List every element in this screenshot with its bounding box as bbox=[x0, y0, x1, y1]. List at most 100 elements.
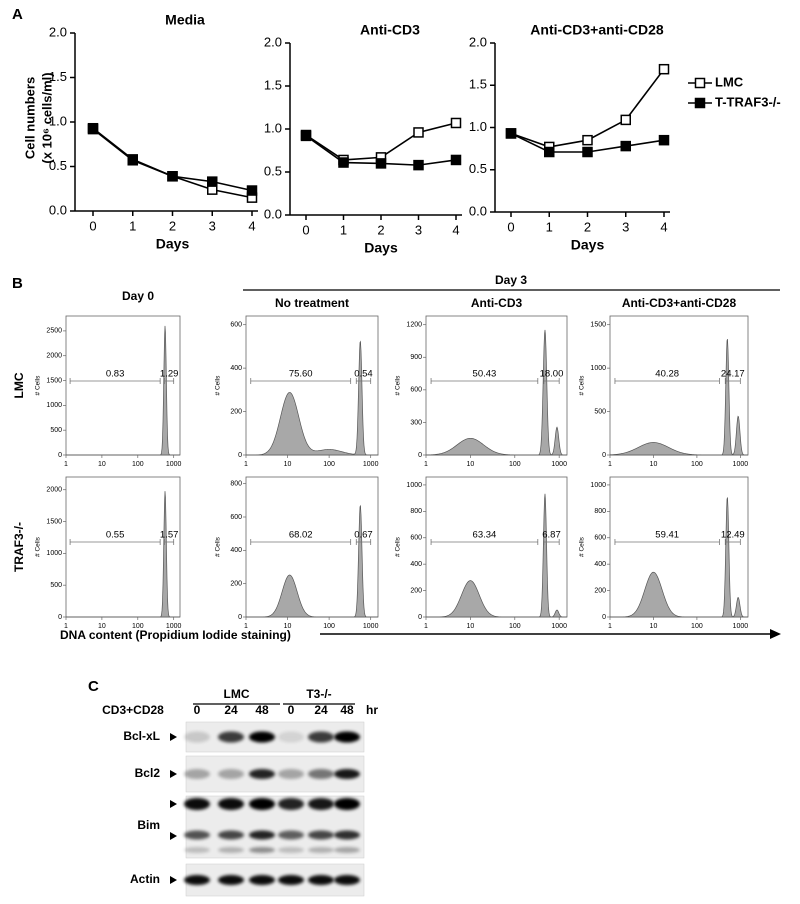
y-tick-label: 2000 bbox=[46, 487, 62, 494]
band-arrow bbox=[170, 733, 177, 741]
plot-frame bbox=[245, 476, 379, 618]
y-axis-label: # Cells bbox=[395, 375, 402, 396]
histogram bbox=[610, 497, 748, 618]
y-tick-label: 600 bbox=[410, 535, 422, 542]
y-tick-label: 0.0 bbox=[469, 203, 487, 218]
x-tick-label: 2 bbox=[584, 219, 591, 234]
x-tick-label: 100 bbox=[509, 623, 521, 630]
y-tick-label: 200 bbox=[230, 408, 242, 415]
gate-value: 1.29 bbox=[160, 369, 179, 380]
blot-band bbox=[218, 875, 244, 885]
x-tick-label: 4 bbox=[452, 222, 459, 237]
y-tick-label: 800 bbox=[410, 508, 422, 515]
y-tick-label: 1.0 bbox=[264, 120, 282, 135]
y-tick-label: 1000 bbox=[590, 365, 606, 372]
data-point bbox=[127, 155, 138, 166]
blot-band bbox=[334, 769, 360, 779]
gate-value: 50.43 bbox=[473, 369, 497, 380]
blot-band bbox=[184, 847, 210, 853]
x-tick-label: 100 bbox=[691, 461, 703, 468]
blot-strip bbox=[185, 795, 365, 859]
data-point bbox=[620, 114, 631, 126]
data-point bbox=[87, 123, 99, 135]
x-tick-label: 1000 bbox=[551, 461, 567, 468]
data-point bbox=[246, 185, 258, 196]
panel-label: A bbox=[12, 6, 23, 23]
y-axis-label: # Cells bbox=[215, 536, 222, 557]
y-tick-label: 1.0 bbox=[469, 119, 487, 134]
gate-value: 0.83 bbox=[106, 369, 125, 380]
histogram bbox=[66, 325, 180, 456]
x-tick-label: 100 bbox=[132, 623, 144, 630]
x-tick-label: 100 bbox=[509, 461, 521, 468]
y-tick-label: 0 bbox=[602, 452, 606, 459]
x-tick-label: 10 bbox=[284, 623, 292, 630]
legend-label: T-TRAF3-/- bbox=[715, 94, 781, 109]
blot-band bbox=[308, 731, 334, 743]
blot-band bbox=[278, 875, 304, 885]
gate-value: 24.17 bbox=[721, 369, 745, 380]
blot-band bbox=[218, 798, 244, 810]
y-tick-label: 1000 bbox=[590, 482, 606, 489]
gate-value: 63.34 bbox=[473, 530, 497, 541]
blot-band bbox=[278, 731, 304, 743]
data-point bbox=[207, 176, 218, 187]
x-tick-label: 1 bbox=[244, 623, 248, 630]
x-tick-label: 3 bbox=[415, 222, 422, 237]
data-point bbox=[658, 134, 670, 146]
x-tick-label: 4 bbox=[660, 219, 667, 234]
y-tick-label: 0.0 bbox=[264, 206, 282, 221]
blot-band bbox=[334, 875, 360, 885]
gate-value: 68.02 bbox=[289, 530, 313, 541]
x-tick-label: 1 bbox=[608, 461, 612, 468]
x-tick-label: 4 bbox=[248, 218, 255, 233]
y-tick-label: 1.5 bbox=[264, 77, 282, 92]
x-tick-label: 100 bbox=[323, 461, 335, 468]
x-tick-label: 1 bbox=[64, 623, 68, 630]
gate-value: 0.55 bbox=[106, 530, 125, 541]
gate-value: 0.54 bbox=[354, 369, 373, 380]
timepoint: 0 bbox=[194, 703, 201, 717]
gate-value: 12.49 bbox=[721, 530, 745, 541]
x-tick-label: 2 bbox=[169, 218, 176, 233]
x-tick-label: 1 bbox=[244, 461, 248, 468]
x-tick-label: 1000 bbox=[166, 623, 182, 630]
blot-band bbox=[308, 847, 334, 853]
y-axis-label: # Cells bbox=[579, 375, 586, 396]
y-tick-label: 0.5 bbox=[49, 158, 67, 173]
column-title: Anti-CD3 bbox=[471, 296, 523, 310]
x-tick-label: 1000 bbox=[363, 623, 379, 630]
row-label: LMC bbox=[12, 372, 26, 398]
legend-marker bbox=[694, 97, 706, 109]
y-tick-label: 800 bbox=[230, 481, 242, 488]
blot-band bbox=[308, 830, 334, 840]
y-tick-label: 2.0 bbox=[49, 24, 67, 39]
blot-band bbox=[278, 798, 304, 810]
y-tick-label: 2.0 bbox=[264, 34, 282, 49]
y-tick-label: 600 bbox=[230, 322, 242, 329]
x-tick-label: 3 bbox=[209, 218, 216, 233]
y-tick-label: 500 bbox=[50, 427, 62, 434]
panel-label: C bbox=[88, 678, 99, 695]
blot-band bbox=[218, 769, 244, 779]
histogram bbox=[425, 329, 567, 456]
data-point bbox=[167, 171, 178, 182]
blot-band bbox=[278, 847, 304, 853]
x-tick-label: 10 bbox=[466, 623, 474, 630]
legend-marker bbox=[694, 77, 706, 89]
x-tick-label: 1000 bbox=[733, 623, 749, 630]
blot-band bbox=[308, 798, 334, 810]
data-point bbox=[338, 157, 349, 168]
y-tick-label: 800 bbox=[594, 508, 606, 515]
chart-title: Anti-CD3+anti-CD28 bbox=[530, 22, 664, 38]
data-point bbox=[658, 63, 670, 75]
blot-band bbox=[334, 731, 360, 743]
y-tick-label: 1000 bbox=[406, 482, 422, 489]
y-tick-label: 400 bbox=[230, 547, 242, 554]
x-tick-label: 100 bbox=[323, 623, 335, 630]
histogram bbox=[245, 340, 379, 456]
blot-band bbox=[308, 769, 334, 779]
x-tick-label: 0 bbox=[89, 218, 96, 233]
y-axis-label: # Cells bbox=[215, 375, 222, 396]
